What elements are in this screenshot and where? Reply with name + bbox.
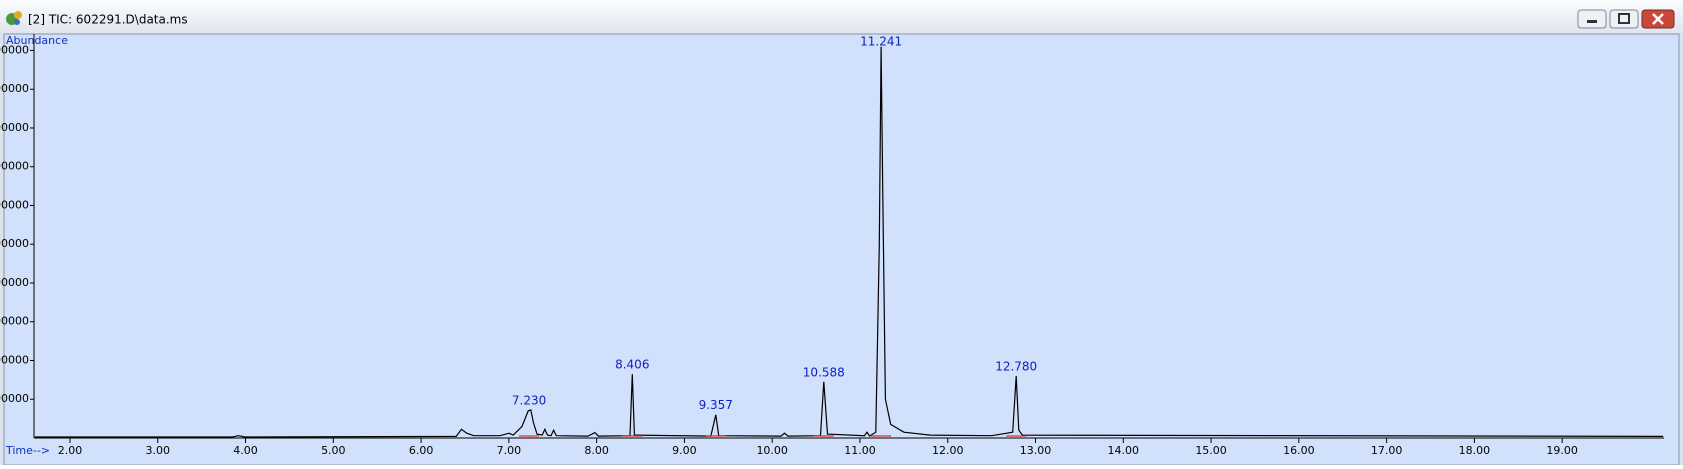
x-tick-label: 17.00 <box>1371 444 1403 457</box>
app-icon <box>6 11 22 25</box>
x-tick-label: 8.00 <box>584 444 609 457</box>
y-tick-label: 600000 <box>0 315 29 328</box>
x-tick-label: 14.00 <box>1108 444 1140 457</box>
x-tick-label: 18.00 <box>1459 444 1491 457</box>
y-tick-label: 200000 <box>0 392 29 405</box>
maximize-button[interactable] <box>1609 9 1639 29</box>
minimize-button[interactable] <box>1577 9 1607 29</box>
x-tick-label: 13.00 <box>1020 444 1052 457</box>
x-tick-label: 15.00 <box>1195 444 1227 457</box>
window-title: [2] TIC: 602291.D\data.ms <box>28 13 188 27</box>
peak-label: 11.241 <box>860 35 902 49</box>
peak-label: 8.406 <box>615 358 649 372</box>
x-tick-label: 10.00 <box>756 444 788 457</box>
plot-area <box>3 33 1680 466</box>
plot: 200000 400000 600000 800000 1000000 1200000 14… <box>0 34 1664 457</box>
title-bar <box>0 0 1683 33</box>
x-tick-label: 3.00 <box>146 444 171 457</box>
y-tick-label: 1800000 <box>0 82 29 95</box>
y-axis-label: Abundance <box>6 34 68 47</box>
peak-label: 7.230 <box>512 393 546 407</box>
peak-label: 10.588 <box>803 365 845 379</box>
x-tick-label: 19.00 <box>1546 444 1578 457</box>
x-tick-label: 12.00 <box>932 444 964 457</box>
x-tick-label: 5.00 <box>321 444 346 457</box>
x-tick-label: 9.00 <box>672 444 697 457</box>
y-tick-label: 1000000 <box>0 237 29 250</box>
x-tick-label: 4.00 <box>233 444 258 457</box>
peak-label: 9.357 <box>699 398 733 412</box>
peak-label: 12.780 <box>995 359 1037 373</box>
x-axis-label: Time--> <box>5 444 50 457</box>
x-tick-label: 16.00 <box>1283 444 1315 457</box>
x-tick-label: 11.00 <box>844 444 876 457</box>
x-tick-label: 2.00 <box>58 444 83 457</box>
y-tick-label: 400000 <box>0 353 29 366</box>
tic-trace <box>34 46 1664 438</box>
y-tick-label: 1400000 <box>0 160 29 173</box>
y-tick-label: 800000 <box>0 276 29 289</box>
x-tick-label: 7.00 <box>497 444 522 457</box>
y-tick-label: 2000000 <box>0 43 29 56</box>
y-tick-label: 1200000 <box>0 198 29 211</box>
y-tick-label: 1600000 <box>0 121 29 134</box>
close-button[interactable] <box>1641 9 1675 29</box>
x-tick-label: 6.00 <box>409 444 434 457</box>
